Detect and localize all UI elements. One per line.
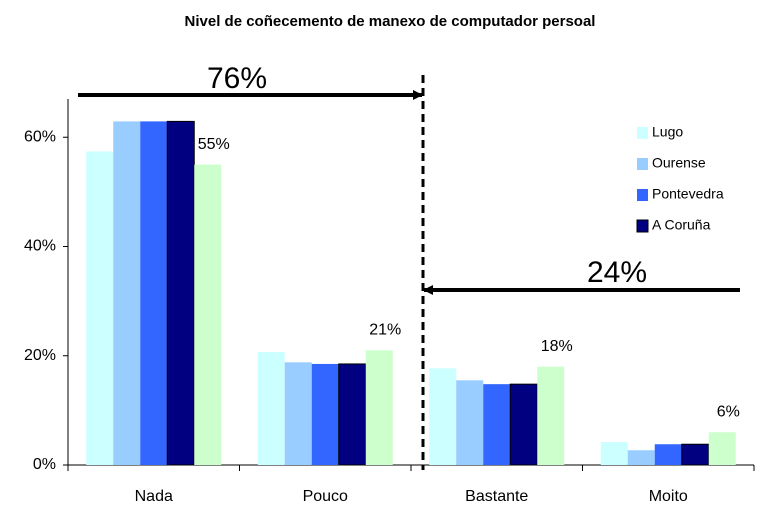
- legend-label: Pontevedra: [652, 186, 724, 202]
- bar: [311, 363, 339, 465]
- bar: [166, 120, 195, 466]
- y-tick-label: 20%: [24, 347, 56, 364]
- bar: [600, 442, 628, 465]
- y-tick-label: 40%: [24, 238, 56, 255]
- bar: [708, 432, 736, 465]
- bar: [338, 363, 367, 466]
- legend-label: Lugo: [652, 124, 683, 140]
- bar: [86, 151, 114, 466]
- legend-swatch: [637, 127, 648, 139]
- value-label: 6%: [717, 403, 740, 420]
- bar: [194, 164, 222, 465]
- bar: [140, 121, 168, 465]
- legend-label: A Coruña: [652, 217, 711, 233]
- legend-swatch: [636, 219, 649, 233]
- legend-label: Ourense: [652, 155, 706, 171]
- value-label: 55%: [198, 136, 230, 153]
- chart-title: Nivel de coñecemento de manexo de comput…: [185, 13, 596, 30]
- x-tick-label: Nada: [135, 488, 173, 505]
- annotation: 76%: [207, 62, 267, 95]
- bar: [257, 351, 285, 465]
- bar: [509, 383, 538, 466]
- bar: [456, 380, 484, 465]
- bar: [483, 384, 511, 465]
- legend-swatch: [637, 158, 648, 170]
- bar: [627, 450, 655, 465]
- bar: [654, 444, 682, 465]
- x-tick-label: Bastante: [465, 488, 528, 505]
- legend-swatch: [637, 189, 648, 201]
- bar: [537, 366, 565, 465]
- bar: [365, 350, 393, 465]
- value-label: 21%: [369, 322, 401, 339]
- y-tick-label: 60%: [24, 128, 56, 145]
- bar: [681, 443, 710, 466]
- annotation: 24%: [587, 256, 647, 289]
- x-tick-label: Pouco: [303, 488, 348, 505]
- bar: [284, 362, 312, 465]
- bar: [429, 368, 457, 465]
- x-tick-label: Moito: [649, 488, 688, 505]
- value-label: 18%: [541, 338, 573, 355]
- bar: [113, 121, 141, 465]
- y-tick-label: 0%: [33, 456, 56, 473]
